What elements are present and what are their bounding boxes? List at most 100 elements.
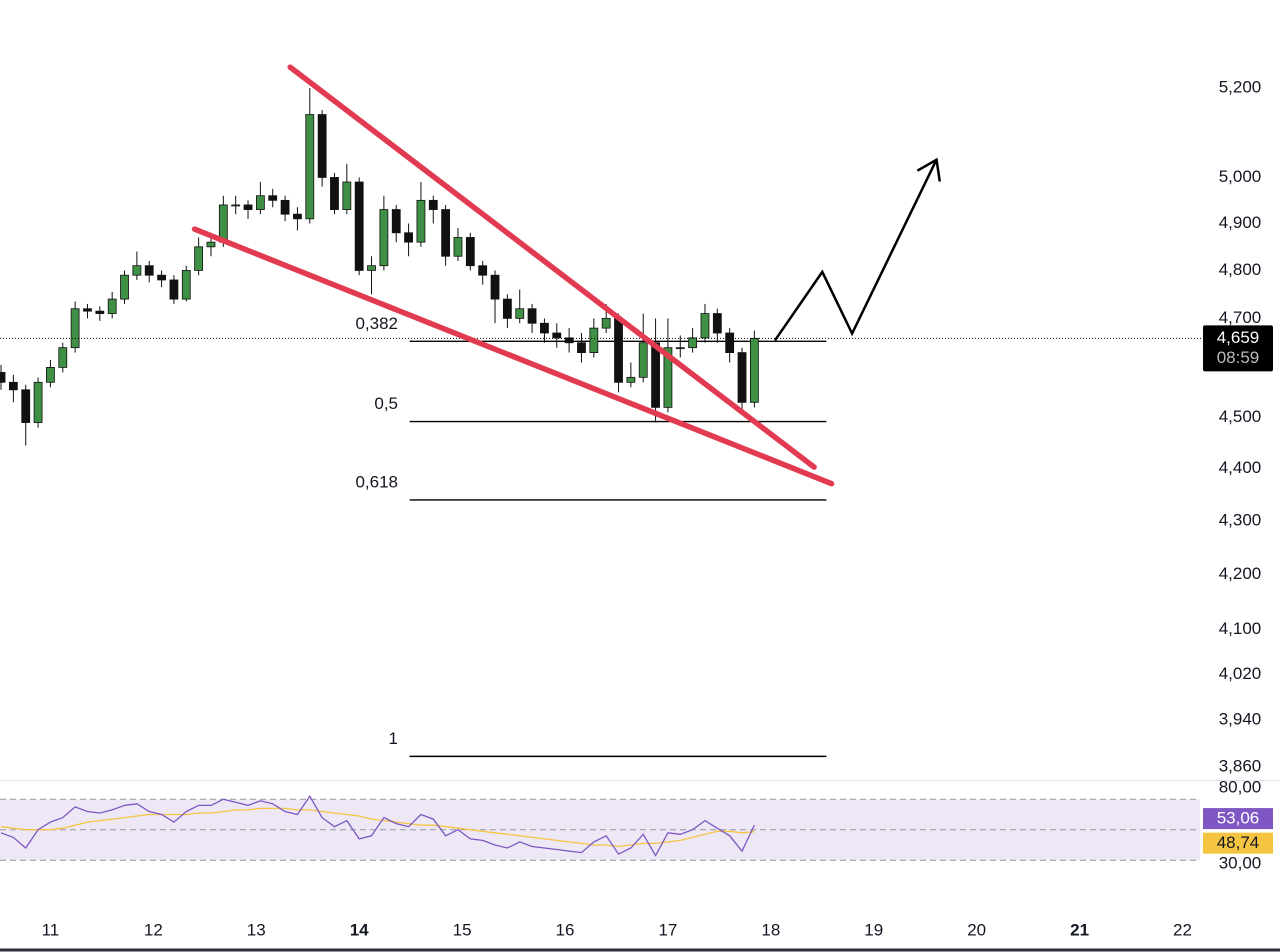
candle-body <box>540 322 549 334</box>
candle-body <box>342 181 352 210</box>
rsi-value-label: 53,06 <box>1217 809 1260 828</box>
candle-body <box>490 274 500 300</box>
candle-body <box>589 327 599 353</box>
y-tick-label: 4,020 <box>1219 664 1262 683</box>
candle-body <box>157 274 166 281</box>
candle-body <box>194 246 204 271</box>
candle-body <box>675 347 685 350</box>
candle-body <box>700 313 710 339</box>
x-tick-label: 22 <box>1173 920 1192 939</box>
projection-path <box>773 159 938 342</box>
candle-body <box>293 213 302 220</box>
candle-body <box>404 232 413 243</box>
candle-body <box>8 381 18 391</box>
y-tick-label: 4,100 <box>1219 619 1262 638</box>
fib-label: 1 <box>389 729 398 748</box>
candle-body <box>577 342 586 353</box>
candle-body <box>95 310 105 314</box>
x-tick-label: 18 <box>761 920 780 939</box>
candle-body <box>663 347 673 408</box>
x-tick-label: 11 <box>42 920 60 939</box>
candle-body <box>638 342 648 378</box>
candle-body <box>21 389 31 423</box>
fib-label: 0,382 <box>355 314 398 333</box>
candle-body <box>330 177 339 210</box>
candle-body <box>305 114 315 220</box>
candle-body <box>391 209 401 234</box>
candle-body <box>120 274 129 300</box>
candle-body <box>725 332 735 353</box>
candle-body <box>379 209 389 267</box>
last-price-box <box>1203 325 1273 372</box>
candle-body <box>712 313 722 334</box>
candle-body <box>416 199 426 243</box>
candle-body <box>83 308 92 312</box>
candle-body <box>552 332 562 339</box>
candle-body <box>268 195 278 201</box>
y-tick-label: 4,800 <box>1219 260 1262 279</box>
candle-body <box>564 337 574 344</box>
candle-body <box>243 204 253 210</box>
candle-body <box>206 241 216 248</box>
candle-body <box>478 265 488 276</box>
x-tick-label: 13 <box>247 920 266 939</box>
candle-body <box>144 265 154 276</box>
x-tick-label: 16 <box>556 920 575 939</box>
y-tick-label: 4,500 <box>1219 407 1262 426</box>
y-tick-label: 5,000 <box>1219 167 1262 186</box>
candle-body <box>70 308 80 349</box>
y-tick-label: 4,300 <box>1219 511 1262 530</box>
candle-body <box>354 181 364 271</box>
x-tick-label: 21 <box>1070 920 1089 939</box>
last-price-label: 4,659 <box>1217 328 1260 347</box>
candle-body <box>428 199 438 210</box>
candle-body <box>527 308 537 324</box>
y-tick-label: 4,900 <box>1219 213 1262 232</box>
y-tick-label: 4,700 <box>1219 308 1262 327</box>
candle-body <box>169 279 179 300</box>
rsi-tick-label: 80,00 <box>1219 778 1262 797</box>
projection-arrowhead <box>916 157 942 182</box>
x-tick-label: 12 <box>144 920 163 939</box>
candle-body <box>737 352 747 403</box>
candle-body <box>317 114 327 178</box>
candle-body <box>367 265 376 271</box>
y-tick-label: 4,400 <box>1219 458 1262 477</box>
candle-body <box>515 308 525 319</box>
candle-body <box>749 337 759 403</box>
rsi-line <box>0 794 755 857</box>
candle-body <box>181 270 191 300</box>
rsi-ma-box <box>1203 832 1273 854</box>
fib-label: 0,618 <box>355 472 398 491</box>
candle-body <box>651 342 660 408</box>
candle-body <box>46 367 55 383</box>
candle-body <box>601 318 611 329</box>
x-tick-label: 20 <box>967 920 986 939</box>
candle-body <box>614 318 623 383</box>
x-tick-label: 19 <box>864 920 883 939</box>
candle-body <box>58 347 68 368</box>
rsi-ma-label: 48,74 <box>1217 833 1260 852</box>
candle-body <box>280 199 290 215</box>
candle-body <box>33 381 43 423</box>
trendline <box>287 64 817 470</box>
candle-body <box>255 195 265 210</box>
x-tick-label: 15 <box>453 920 472 939</box>
rsi-ma-line <box>0 807 755 848</box>
candle-body <box>231 204 241 207</box>
rsi-tick-label: 30,00 <box>1219 854 1262 873</box>
y-tick-label: 5,200 <box>1219 78 1262 97</box>
y-tick-label: 4,200 <box>1219 564 1262 583</box>
candle-body <box>688 337 698 349</box>
candle-body <box>132 265 142 276</box>
candle-body <box>0 371 6 383</box>
countdown: 08:59 <box>1217 348 1260 367</box>
candle-body <box>465 237 475 267</box>
candle-body <box>441 209 451 257</box>
rsi-value-box <box>1203 808 1273 830</box>
trendline <box>191 226 835 487</box>
candle-body <box>453 237 463 257</box>
y-tick-label: 3,940 <box>1219 710 1262 729</box>
